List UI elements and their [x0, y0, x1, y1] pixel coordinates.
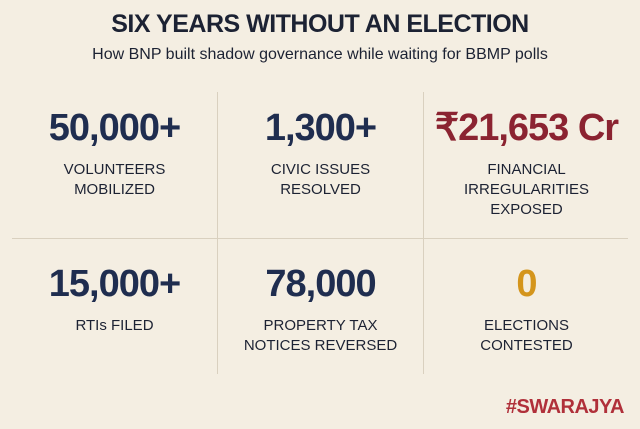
stat-label: VOLUNTEERS MOBILIZED [12, 160, 217, 200]
stat: 1,300+ CIVIC ISSUES RESOLVED [218, 106, 423, 200]
stat-label: PROPERTY TAX NOTICES REVERSED [218, 316, 423, 356]
label-line: PROPERTY TAX [263, 317, 378, 334]
stats-grid: 50,000+ VOLUNTEERS MOBILIZED 1,300+ CIVIC IS… [12, 92, 628, 374]
stat: 50,000+ VOLUNTEERS MOBILIZED [12, 106, 217, 200]
stat-value: 1,300+ [264, 107, 377, 149]
stat-value: 50,000+ [48, 107, 181, 149]
label-line: CONTESTED [480, 337, 573, 354]
label-line: ELECTIONS [483, 317, 570, 334]
stat: 78,000 PROPERTY TAX NOTICES REVERSED [218, 262, 423, 356]
stat: 15,000+ RTIs FILED [12, 262, 217, 336]
label-line: EXPOSED [490, 201, 563, 218]
stat-value: 15,000+ [48, 263, 181, 305]
label-line: MOBILIZED [74, 181, 155, 198]
divider [423, 92, 424, 374]
label-line: RESOLVED [280, 181, 361, 198]
stat-value: 78,000 [265, 263, 376, 305]
subtitle: How BNP built shadow governance while wa… [92, 46, 548, 63]
stat-label: RTIs FILED [12, 316, 217, 336]
stat: 0 ELECTIONS CONTESTED [424, 262, 629, 356]
brand: #SWARAJYA [505, 396, 625, 418]
label-line: CIVIC ISSUES [270, 161, 371, 178]
label-line: FINANCIAL [487, 161, 566, 178]
stat: ₹21,653 Cr FINANCIAL IRREGULARITIES EXPOSED [424, 106, 629, 220]
stat-value: ₹21,653 Cr [434, 107, 619, 149]
title: SIX YEARS WITHOUT AN ELECTION [111, 10, 529, 38]
label-line: NOTICES REVERSED [243, 337, 398, 354]
label-line: IRREGULARITIES [463, 181, 590, 198]
label-line: RTIs FILED [75, 317, 154, 334]
divider [12, 238, 628, 239]
label-line: VOLUNTEERS [63, 161, 166, 178]
stat-value: 0 [516, 263, 537, 305]
stat-label: ELECTIONS CONTESTED [424, 316, 629, 356]
stat-label: FINANCIAL IRREGULARITIES EXPOSED [424, 160, 629, 220]
divider [217, 92, 218, 374]
stat-label: CIVIC ISSUES RESOLVED [218, 160, 423, 200]
